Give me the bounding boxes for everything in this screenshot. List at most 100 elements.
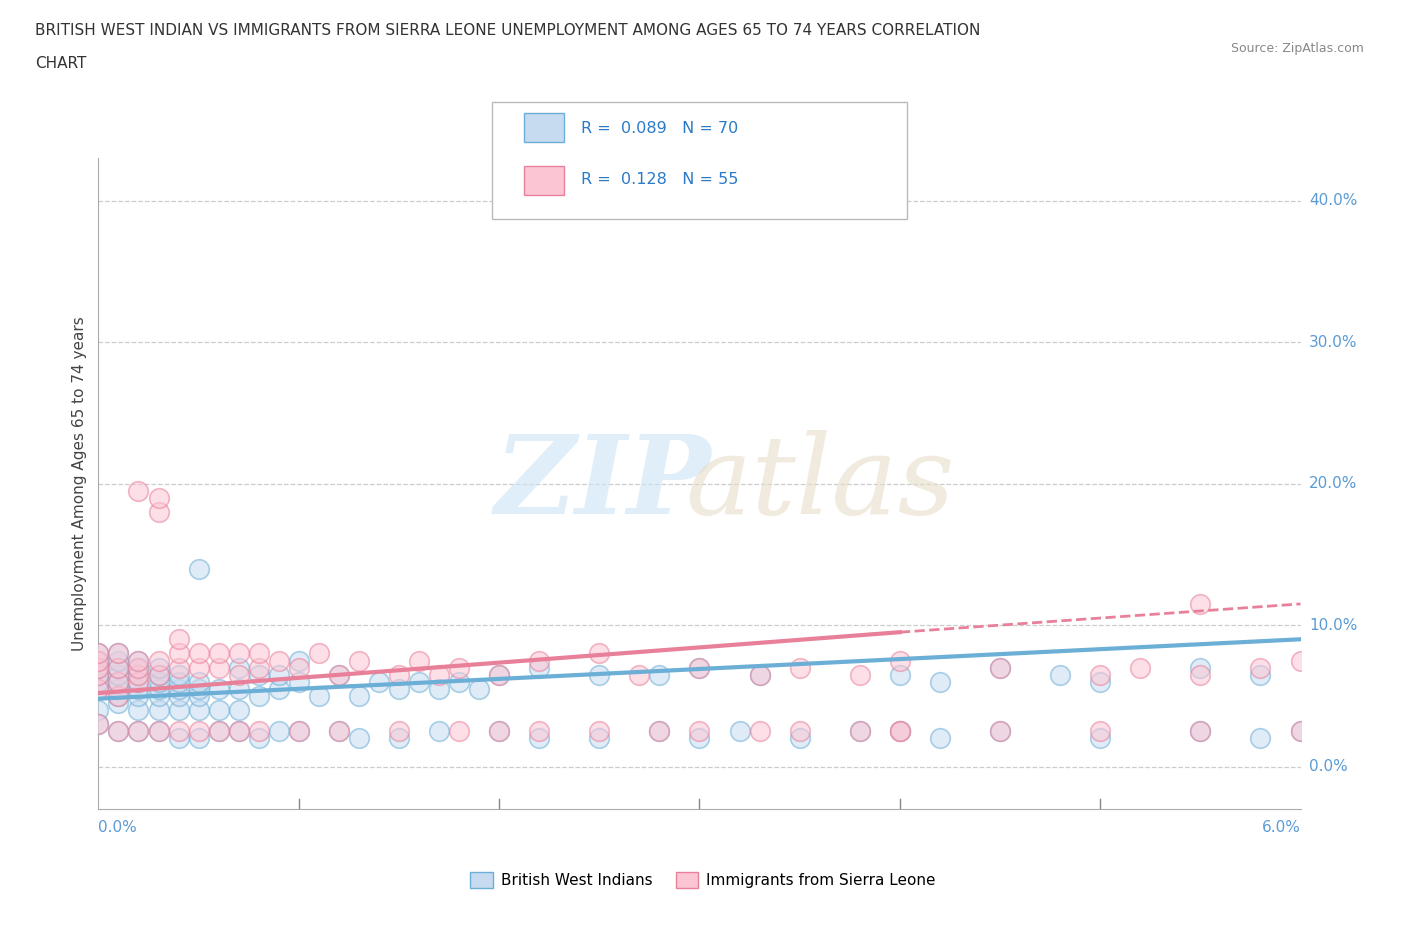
Point xyxy=(1189,660,1212,675)
Point xyxy=(148,490,170,505)
Point xyxy=(988,660,1011,675)
Point xyxy=(789,731,811,746)
Point xyxy=(427,667,450,682)
Point xyxy=(1049,667,1071,682)
Point xyxy=(208,646,231,661)
Point xyxy=(267,667,290,682)
Point xyxy=(308,688,330,703)
Point xyxy=(87,646,110,661)
Point xyxy=(347,653,370,668)
Point xyxy=(107,688,129,703)
Point xyxy=(87,717,110,732)
Point xyxy=(648,724,671,738)
Point xyxy=(187,688,209,703)
Point xyxy=(688,731,710,746)
Point xyxy=(167,674,190,689)
Point xyxy=(107,667,129,682)
Text: Source: ZipAtlas.com: Source: ZipAtlas.com xyxy=(1230,42,1364,55)
Point xyxy=(148,667,170,682)
Point xyxy=(1289,653,1312,668)
Text: 20.0%: 20.0% xyxy=(1309,476,1357,491)
Point xyxy=(187,646,209,661)
Point xyxy=(267,653,290,668)
Point xyxy=(427,724,450,738)
Point xyxy=(148,682,170,697)
Point xyxy=(588,731,610,746)
Point xyxy=(1090,724,1112,738)
Point xyxy=(368,674,391,689)
Point xyxy=(648,667,671,682)
Point xyxy=(128,653,150,668)
Point xyxy=(889,653,911,668)
Point xyxy=(128,660,150,675)
Point xyxy=(228,667,250,682)
Point xyxy=(187,731,209,746)
Point xyxy=(288,674,311,689)
Point xyxy=(288,724,311,738)
Point xyxy=(148,674,170,689)
Point xyxy=(789,660,811,675)
Point xyxy=(148,667,170,682)
Point xyxy=(107,653,129,668)
Point xyxy=(187,724,209,738)
Point xyxy=(1189,724,1212,738)
Point xyxy=(128,667,150,682)
Point xyxy=(187,561,209,576)
Point xyxy=(328,667,350,682)
Point xyxy=(288,660,311,675)
Point xyxy=(128,682,150,697)
Point xyxy=(889,724,911,738)
Point xyxy=(488,724,510,738)
Point xyxy=(889,724,911,738)
Point xyxy=(107,682,129,697)
Point xyxy=(889,667,911,682)
Point xyxy=(228,724,250,738)
Point xyxy=(447,660,470,675)
Point xyxy=(167,682,190,697)
Point xyxy=(187,660,209,675)
Point xyxy=(228,724,250,738)
Point xyxy=(388,667,411,682)
Point xyxy=(107,660,129,675)
Point xyxy=(1129,660,1152,675)
Point xyxy=(1090,674,1112,689)
Point xyxy=(167,731,190,746)
Point xyxy=(247,688,270,703)
Point xyxy=(468,682,491,697)
Point xyxy=(87,653,110,668)
Point xyxy=(87,667,110,682)
Point xyxy=(308,646,330,661)
Point xyxy=(347,731,370,746)
Point xyxy=(447,724,470,738)
Point xyxy=(588,646,610,661)
Point xyxy=(148,660,170,675)
Point xyxy=(408,674,430,689)
Point xyxy=(148,688,170,703)
Point xyxy=(247,660,270,675)
Text: 30.0%: 30.0% xyxy=(1309,335,1357,350)
Point xyxy=(288,724,311,738)
Point xyxy=(208,682,231,697)
Point xyxy=(107,674,129,689)
Point xyxy=(107,646,129,661)
Point xyxy=(228,660,250,675)
Point xyxy=(128,660,150,675)
Point xyxy=(388,682,411,697)
Point xyxy=(728,724,751,738)
Text: atlas: atlas xyxy=(685,430,955,538)
Point xyxy=(488,667,510,682)
Point xyxy=(208,724,231,738)
Point xyxy=(167,660,190,675)
Point xyxy=(247,667,270,682)
Point xyxy=(107,660,129,675)
Point xyxy=(87,660,110,675)
Point xyxy=(929,674,952,689)
Point xyxy=(208,724,231,738)
Point xyxy=(588,667,610,682)
Point xyxy=(328,724,350,738)
Point xyxy=(107,696,129,711)
Point xyxy=(388,724,411,738)
Point xyxy=(128,702,150,717)
Text: 6.0%: 6.0% xyxy=(1261,820,1301,835)
Point xyxy=(167,646,190,661)
